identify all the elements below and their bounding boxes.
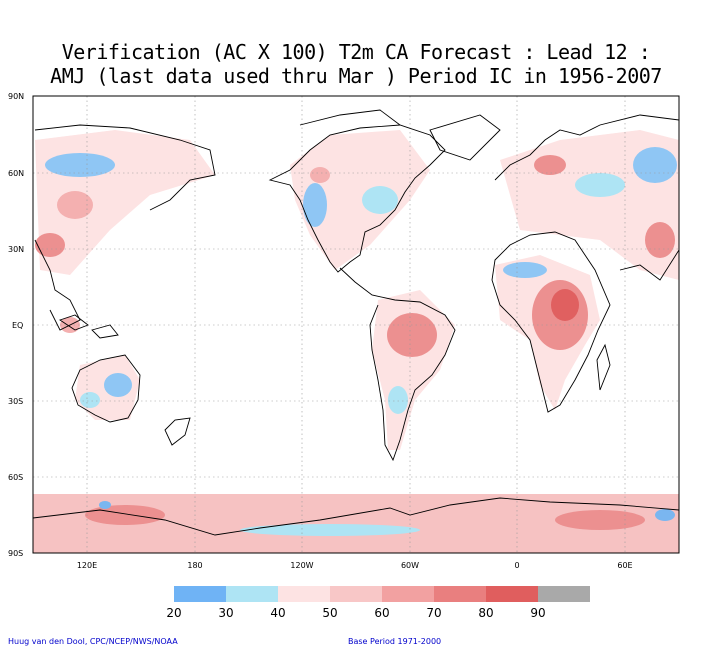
field-siberia-low	[45, 153, 115, 177]
lat-label: 60S	[8, 473, 23, 482]
lon-label: 120E	[77, 561, 97, 570]
colorbar-swatch	[278, 586, 330, 602]
colorbar-swatch	[226, 586, 278, 602]
colorbar-swatch	[382, 586, 434, 602]
field-australia-low	[104, 373, 132, 397]
lat-label: 90N	[8, 92, 24, 101]
field-russia-low	[575, 173, 625, 197]
colorbar-label: 90	[530, 606, 545, 620]
chart-title-line2: AMJ (last data used thru Mar ) Period IC…	[50, 64, 662, 88]
colorbar-label: 80	[478, 606, 493, 620]
footer-credit: Huug van den Dool, CPC/NCEP/NWS/NOAA	[8, 637, 178, 646]
field-africa-peak	[551, 289, 579, 321]
colorbar-label: 50	[322, 606, 337, 620]
lat-labels: 90N 60N 30N EQ 30S 60S 90S	[8, 92, 24, 558]
lon-labels: 120E 180 120W 60W 0 60E	[77, 561, 633, 570]
colorbar-label: 60	[374, 606, 389, 620]
lat-label: 30N	[8, 245, 24, 254]
field-scandinavia-high	[534, 155, 566, 175]
lon-label: 120W	[290, 561, 313, 570]
field-north-america	[290, 130, 430, 270]
field-south-asia-high	[35, 233, 65, 257]
field-antarctic-low-2	[99, 501, 111, 509]
colorbar: 20 30 40 50 60 70 80 90	[166, 586, 590, 620]
lon-label: 60E	[617, 561, 632, 570]
coastlines	[33, 109, 679, 536]
colorbar-swatch	[174, 586, 226, 602]
field-china-high	[57, 191, 93, 219]
footer-base-period: Base Period 1971-2000	[348, 637, 442, 646]
field-australia-low-2	[80, 392, 100, 408]
colorbar-swatch	[330, 586, 382, 602]
skill-fields	[33, 130, 679, 553]
field-antarctic-high-1	[85, 505, 165, 525]
lat-label: 30S	[8, 397, 23, 406]
field-patagonia-low	[388, 386, 408, 414]
lat-label: EQ	[12, 321, 23, 330]
field-east-europe-low	[633, 147, 677, 183]
map-frame	[32, 95, 680, 554]
colorbar-label: 40	[270, 606, 285, 620]
field-sahara-low	[503, 262, 547, 278]
field-middle-east-high	[645, 222, 675, 258]
chart-title-line1: Verification (AC X 100) T2m CA Forecast …	[61, 40, 651, 64]
field-antarctic-low-1	[655, 509, 675, 521]
lon-label: 60W	[401, 561, 419, 570]
lat-label: 90S	[8, 549, 23, 558]
lon-label: 180	[187, 561, 202, 570]
colorbar-label: 30	[218, 606, 233, 620]
field-na-west-low	[303, 183, 327, 227]
field-na-central-low	[362, 186, 398, 214]
field-alaska-high	[310, 167, 330, 183]
colorbar-swatch	[434, 586, 486, 602]
colorbar-swatch	[486, 586, 538, 602]
lat-label: 60N	[8, 169, 24, 178]
colorbar-label: 20	[166, 606, 181, 620]
colorbar-swatch	[538, 586, 590, 602]
colorbar-label: 70	[426, 606, 441, 620]
lon-label: 0	[514, 561, 519, 570]
field-amazon-high	[387, 313, 437, 357]
field-antarctic-low-3	[240, 524, 420, 536]
field-antarctic-high-2	[555, 510, 645, 530]
